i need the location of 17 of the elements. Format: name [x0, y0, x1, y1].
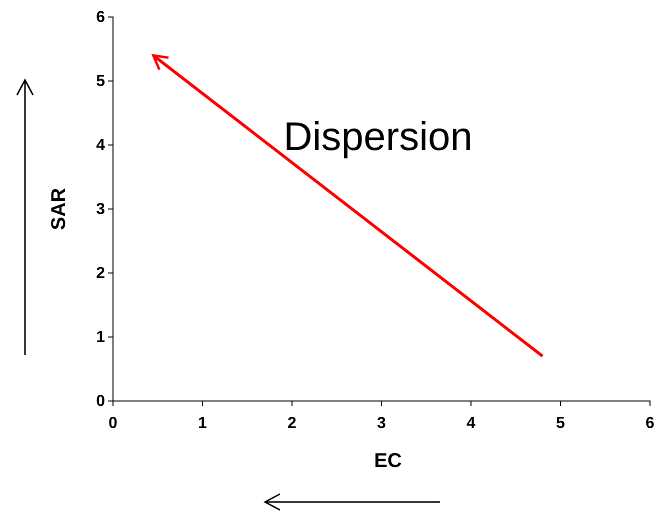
y-axis-title: SAR — [48, 187, 70, 230]
y-tick-label: 6 — [96, 9, 106, 26]
x-tick-label: 0 — [108, 415, 118, 432]
x-tick-label: 6 — [646, 415, 655, 432]
y-tick-label: 2 — [96, 265, 106, 282]
annotation: Dispersion — [284, 115, 472, 159]
y-tick-label: 4 — [96, 137, 106, 154]
x-tick-label: 1 — [198, 415, 208, 432]
x-tick-label: 5 — [556, 415, 566, 432]
x-axis-title: EC — [374, 450, 402, 472]
y-tick-label: 3 — [96, 201, 106, 218]
x-tick-label: 3 — [377, 415, 386, 432]
x-tick-label: 2 — [288, 415, 297, 432]
y-tick-label: 5 — [96, 73, 106, 90]
y-tick-label: 0 — [96, 393, 106, 410]
x-tick-label: 4 — [466, 415, 476, 432]
y-tick-label: 1 — [96, 329, 106, 346]
